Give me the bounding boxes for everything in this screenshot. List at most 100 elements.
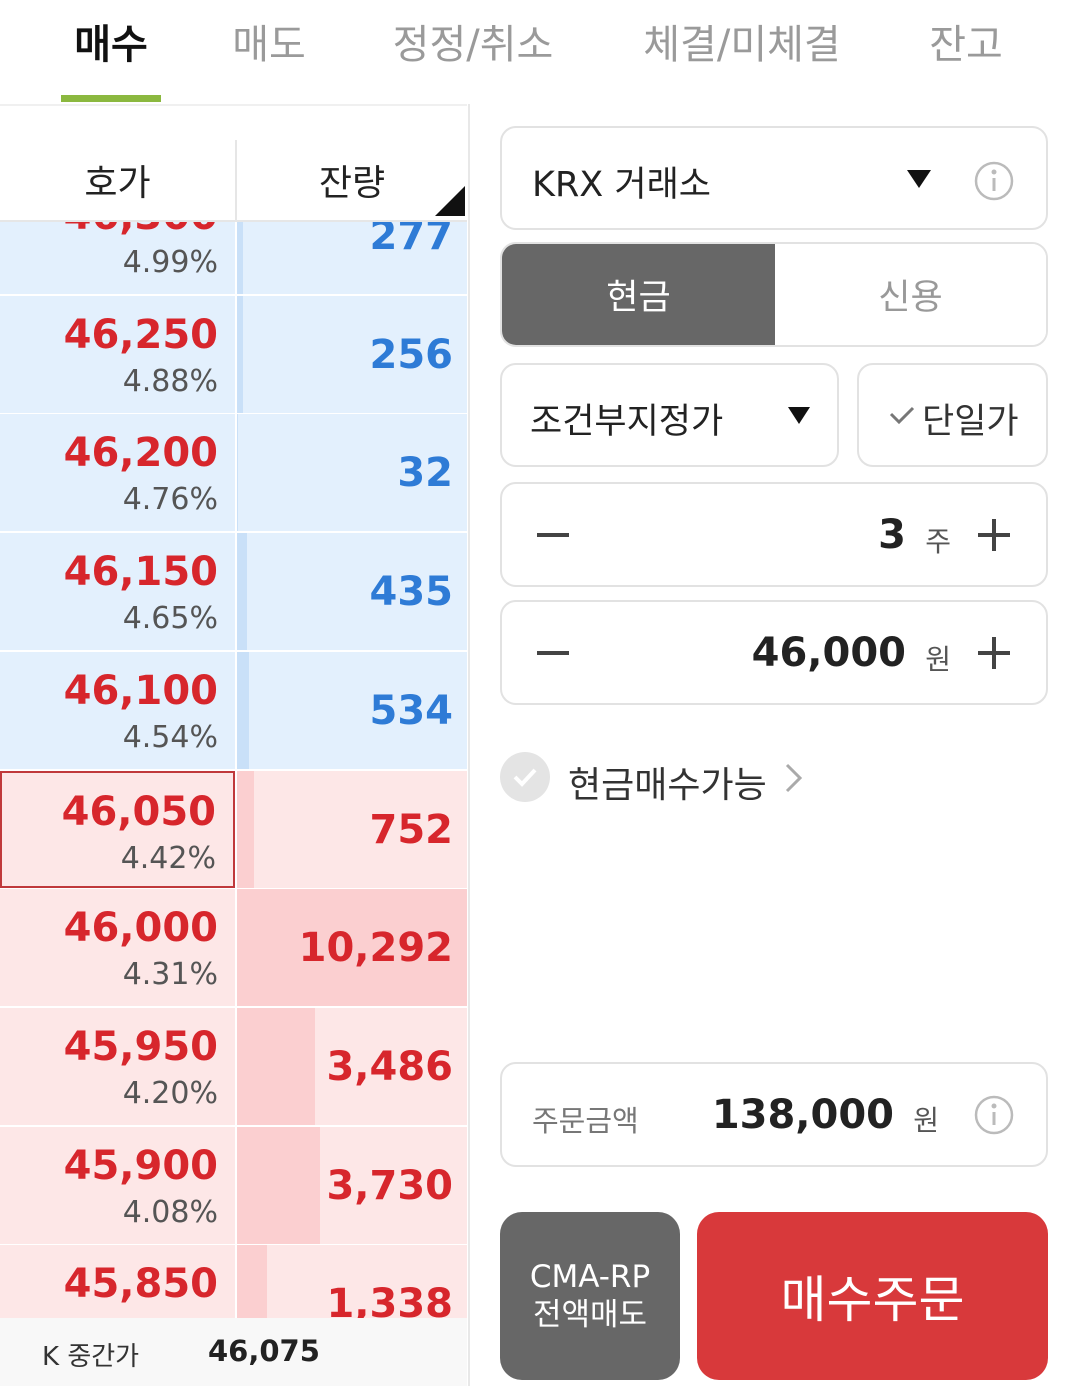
order-book: 46,300 4.99% 277 46,250 4.88% 256 46,200 4.76% 3… (0, 222, 467, 1318)
tab[interactable]: 매수 (74, 22, 148, 68)
exchange: KRX 거래소 (532, 165, 711, 205)
quantity-bar (237, 222, 244, 294)
tab[interactable]: 정정/취소 (392, 22, 554, 68)
price: 46,050 (61, 788, 216, 835)
amount-unit: 원 (913, 1104, 939, 1137)
toggle-option[interactable]: 신용 (775, 244, 1046, 345)
price-cell[interactable]: 46,250 4.88% (0, 295, 235, 413)
price-cell[interactable]: 46,100 4.54% (0, 651, 235, 769)
column-header[interactable]: 잔량 (237, 140, 467, 222)
quantity-bar (237, 533, 247, 651)
price-input[interactable]: 46,000 원 (500, 600, 1048, 705)
order-row[interactable]: 46,250 4.88% 256 (0, 295, 467, 413)
order-type-select[interactable]: 조건부지정가 (500, 363, 839, 467)
order-row[interactable]: 45,850 1,338 (0, 1245, 467, 1318)
quantity-bar (237, 889, 467, 1007)
price: 45,950 (63, 1023, 218, 1070)
order-row[interactable]: 46,200 4.76% 32 (0, 414, 467, 532)
plus-icon[interactable] (978, 519, 1010, 551)
price-cell[interactable]: 45,900 4.08% (0, 1126, 235, 1244)
price-cell[interactable]: 46,000 4.31% (0, 889, 235, 1007)
tab[interactable]: 체결/미체결 (643, 22, 841, 68)
quantity: 534 (369, 687, 454, 734)
exchange-select[interactable]: KRX 거래소 (500, 126, 1048, 230)
change-rate: 4.31% (122, 957, 218, 993)
column-header: 호가 (0, 140, 237, 222)
price-cell[interactable]: 45,950 4.20% (0, 1007, 235, 1125)
plus-icon[interactable] (978, 637, 1010, 669)
amount-value: 138,000 (711, 1092, 894, 1138)
change-rate: 4.99% (122, 245, 218, 280)
quantity: 256 (369, 331, 454, 378)
change-rate: 4.76% (122, 482, 218, 518)
toggle-option[interactable]: 현금 (502, 244, 775, 345)
quantity-unit: 주 (925, 525, 951, 558)
quantity-cell[interactable]: 435 (237, 533, 467, 651)
quantity-bar (237, 651, 249, 769)
price-unit: 원 (925, 643, 951, 676)
tab[interactable]: 잔고 (929, 22, 1003, 68)
order-row[interactable]: 45,900 4.08% 3,730 (0, 1126, 467, 1244)
quantity-cell[interactable]: 534 (237, 651, 467, 769)
divider (468, 104, 470, 1386)
quantity-cell[interactable]: 3,486 (237, 1007, 467, 1125)
available-link[interactable]: 현금매수가능 (568, 765, 767, 806)
mid-price-bar: K 중간가 46,075 (0, 1318, 467, 1386)
quantity-bar (237, 1007, 315, 1125)
credit-toggle: 현금 신용 (500, 242, 1048, 347)
quantity-bar (237, 770, 254, 888)
check-circle (500, 752, 550, 802)
price: 46,150 (63, 549, 218, 596)
quantity-cell[interactable]: 256 (237, 295, 467, 413)
info-icon[interactable] (974, 161, 1014, 201)
order-row[interactable]: 45,950 4.20% 3,486 (0, 1007, 467, 1125)
change-rate: 4.20% (122, 1075, 218, 1111)
minus-icon[interactable] (537, 651, 569, 655)
price: 46,200 (63, 430, 218, 477)
quantity-cell[interactable]: 277 (237, 222, 467, 294)
quantity-cell[interactable]: 32 (237, 414, 467, 532)
single-price: 단일가 (922, 402, 1019, 442)
quantity: 277 (369, 222, 454, 259)
price: 46,300 (64, 222, 218, 239)
cma-button[interactable]: CMA-RP 전액매도 (500, 1212, 680, 1380)
info-icon[interactable] (974, 1095, 1014, 1135)
price-cell[interactable]: 46,050 4.42% (0, 770, 235, 888)
price-value: 46,000 (751, 630, 906, 676)
chevron-icon (785, 763, 803, 793)
price-cell[interactable]: 45,850 (0, 1245, 235, 1318)
price-cell[interactable]: 46,150 4.65% (0, 533, 235, 651)
order-row[interactable]: 46,300 4.99% 277 (0, 222, 467, 294)
price: 46,000 (63, 905, 218, 952)
quantity: 3,730 (326, 1162, 453, 1209)
change-rate: 4.88% (122, 363, 218, 399)
minus-icon[interactable] (537, 533, 569, 537)
quantity-cell[interactable]: 10,292 (237, 889, 467, 1007)
quantity: 3,486 (326, 1043, 453, 1090)
spacer (0, 104, 467, 142)
quantity-value: 3 (878, 512, 906, 558)
price-cell[interactable]: 46,200 4.76% (0, 414, 235, 532)
quantity: 32 (397, 450, 453, 497)
quantity-cell[interactable]: 3,730 (237, 1126, 467, 1244)
change-rate: 4.42% (120, 840, 216, 876)
quantity-cell[interactable]: 752 (237, 770, 467, 888)
quantity-cell[interactable]: 1,338 (237, 1245, 467, 1318)
dropdown-icon (788, 407, 810, 424)
order-amount: 주문금액 138,000 원 (500, 1062, 1048, 1167)
order-row[interactable]: 46,100 4.54% 534 (0, 651, 467, 769)
quantity: 435 (369, 569, 454, 616)
order-button[interactable]: 매수주문 (697, 1212, 1048, 1380)
order-row[interactable]: 46,150 4.65% 435 (0, 533, 467, 651)
price-cell[interactable]: 46,300 4.99% (0, 222, 235, 294)
order-row[interactable]: 46,050 4.42% 752 (0, 770, 467, 888)
tab[interactable]: 매도 (232, 22, 306, 68)
check-icon (889, 406, 915, 425)
amount-label: 주문금액 (532, 1104, 639, 1138)
price: 46,100 (63, 667, 218, 714)
price: 45,900 (63, 1142, 218, 1189)
quantity-input[interactable]: 3 주 (500, 482, 1048, 587)
single-price-toggle[interactable]: 단일가 (857, 363, 1048, 467)
order-row[interactable]: 46,000 4.31% 10,292 (0, 889, 467, 1007)
